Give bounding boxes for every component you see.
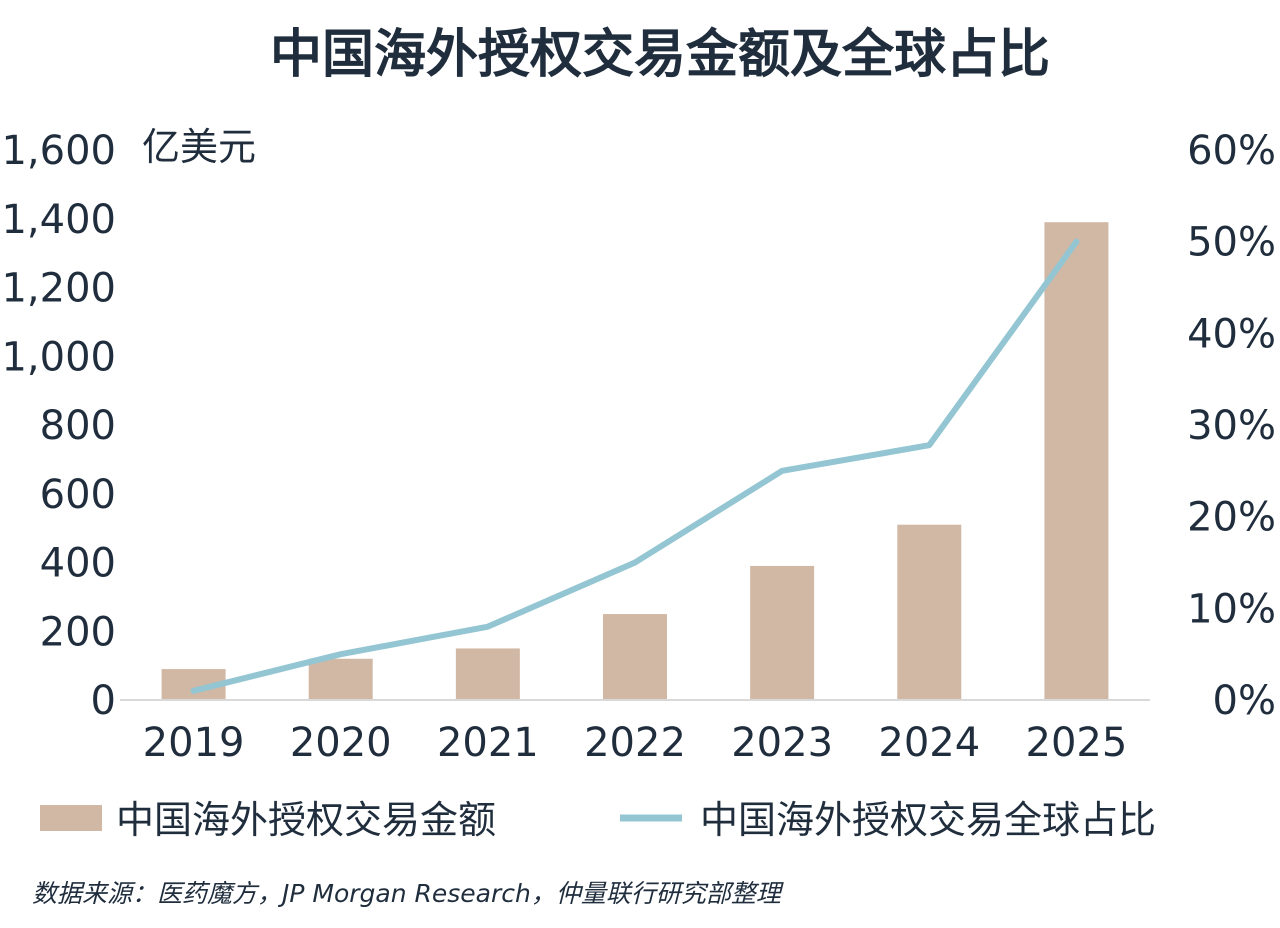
legend-label-line: 中国海外授权交易全球占比 <box>700 798 1156 842</box>
bar-2021 <box>455 648 520 700</box>
legend-label-bar: 中国海外授权交易金额 <box>116 798 496 842</box>
right-tick-label: 50% <box>1187 220 1276 266</box>
right-tick-label: 10% <box>1187 586 1276 632</box>
right-tick-label: 0% <box>1213 678 1276 724</box>
right-tick-label: 60% <box>1187 128 1276 174</box>
left-tick-label: 400 <box>40 541 116 587</box>
bar-2024 <box>897 524 962 700</box>
legend: 中国海外授权交易金额 中国海外授权交易全球占比 <box>40 798 1156 842</box>
bar-2023 <box>750 565 815 700</box>
right-axis-ticks: 0% 10% 20% 30% 40% 50% 60% <box>1187 128 1276 724</box>
source-note: 数据来源：医药魔方，JP Morgan Research，仲量联行研究部整理 <box>32 879 784 908</box>
x-tick-label: 2021 <box>437 720 539 766</box>
left-tick-label: 1,400 <box>1 197 116 243</box>
bar-series <box>161 222 1109 700</box>
right-tick-label: 30% <box>1187 403 1276 449</box>
left-tick-label: 1,200 <box>1 266 116 312</box>
y-axis-unit-label: 亿美元 <box>142 125 256 169</box>
x-tick-label: 2022 <box>584 720 686 766</box>
right-tick-label: 40% <box>1187 311 1276 357</box>
left-axis-ticks: 0 200 400 600 800 1,000 1,200 1,400 1,600 <box>1 128 116 724</box>
left-tick-label: 0 <box>91 678 116 724</box>
bar-2022 <box>603 614 667 700</box>
line-series <box>190 238 1080 694</box>
left-tick-label: 600 <box>40 472 116 518</box>
x-tick-label: 2023 <box>731 720 833 766</box>
left-tick-label: 1,000 <box>1 334 116 380</box>
x-tick-label: 2020 <box>290 720 392 766</box>
left-tick-label: 800 <box>40 403 116 449</box>
chart-title: 中国海外授权交易金额及全球占比 <box>270 25 1050 85</box>
x-axis-ticks: 2019 2020 2021 2022 2023 2024 2025 <box>143 720 1128 766</box>
x-tick-label: 2019 <box>143 720 245 766</box>
legend-swatch-bar <box>40 805 102 831</box>
bar-2025 <box>1044 222 1109 700</box>
right-tick-label: 20% <box>1187 495 1276 541</box>
left-tick-label: 1,600 <box>1 128 116 174</box>
left-tick-label: 200 <box>40 609 116 655</box>
x-tick-label: 2025 <box>1026 720 1128 766</box>
x-tick-label: 2024 <box>878 720 980 766</box>
bar-2020 <box>308 658 373 700</box>
